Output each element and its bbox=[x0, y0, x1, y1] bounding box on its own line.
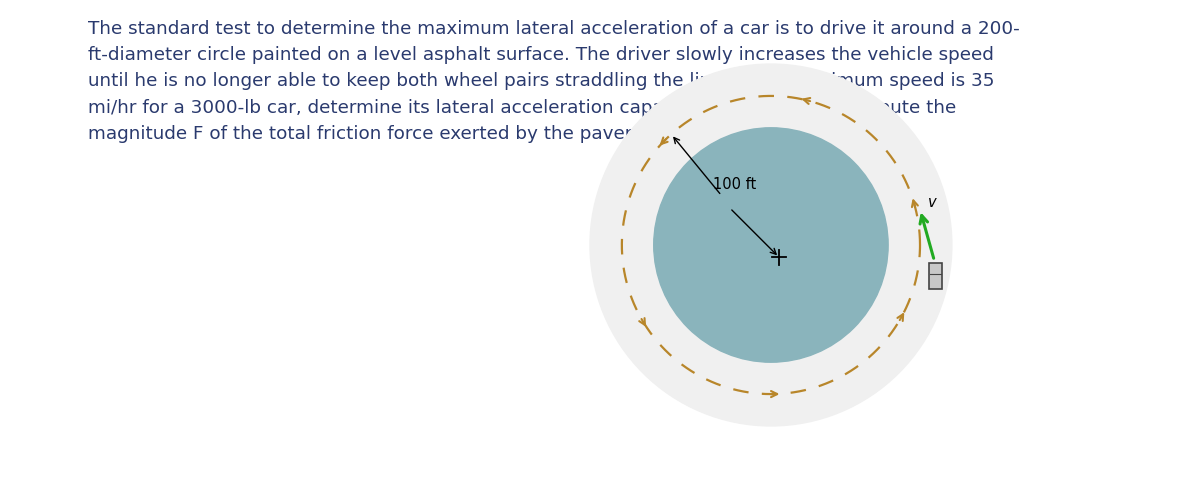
Circle shape bbox=[653, 128, 889, 362]
Bar bbox=[929, 263, 942, 289]
Text: v: v bbox=[929, 196, 937, 211]
Text: 100 ft: 100 ft bbox=[713, 176, 757, 192]
Circle shape bbox=[590, 64, 952, 426]
Text: The standard test to determine the maximum lateral acceleration of a car is to d: The standard test to determine the maxim… bbox=[88, 20, 1020, 143]
